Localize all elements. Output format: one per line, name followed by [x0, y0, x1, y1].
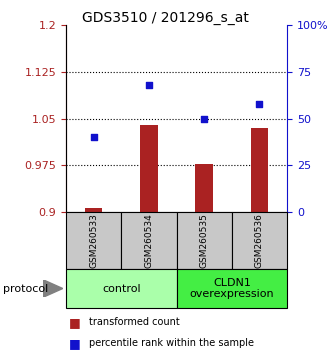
Text: ■: ■ [69, 337, 81, 350]
Text: transformed count: transformed count [89, 317, 180, 327]
Bar [250, 128, 268, 212]
Bar [85, 208, 103, 212]
Bar [195, 164, 213, 212]
Point [91, 135, 96, 140]
Text: CLDN1
overexpression: CLDN1 overexpression [189, 278, 274, 299]
Bar [140, 125, 158, 212]
Text: ■: ■ [69, 316, 81, 329]
Text: protocol: protocol [3, 284, 49, 293]
Text: GDS3510 / 201296_s_at: GDS3510 / 201296_s_at [82, 11, 248, 25]
Point [257, 101, 262, 107]
Text: GSM260533: GSM260533 [89, 213, 98, 268]
Point [146, 82, 151, 88]
Text: GSM260534: GSM260534 [145, 213, 153, 268]
Polygon shape [43, 280, 63, 297]
Text: control: control [102, 284, 141, 293]
Text: GSM260536: GSM260536 [255, 213, 264, 268]
Point [202, 116, 207, 121]
Text: GSM260535: GSM260535 [200, 213, 209, 268]
Text: percentile rank within the sample: percentile rank within the sample [89, 338, 254, 348]
